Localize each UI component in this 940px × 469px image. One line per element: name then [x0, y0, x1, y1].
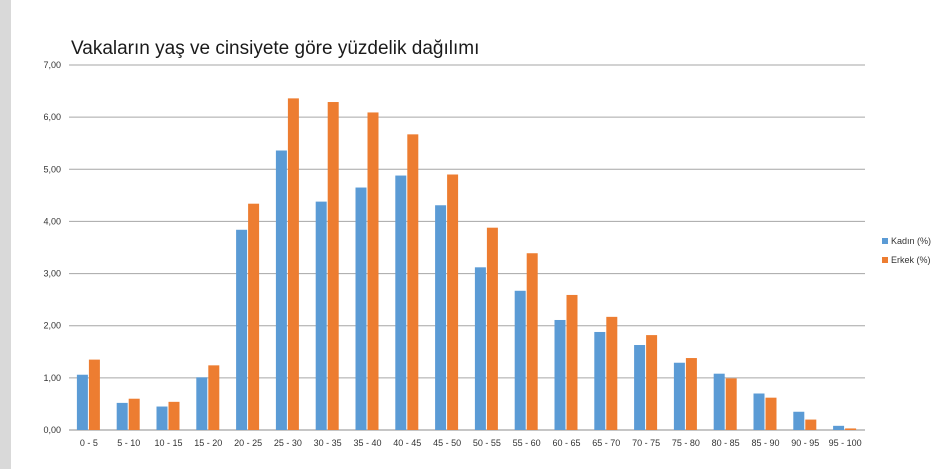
left-border-strip [0, 0, 11, 469]
y-tick-label: 0,00 [43, 425, 61, 435]
x-tick-label: 25 - 30 [274, 438, 302, 448]
bar-erkek [327, 102, 339, 431]
legend-label: Kadın (%) [891, 236, 931, 246]
x-tick-label: 45 - 50 [433, 438, 461, 448]
bar-kadin [395, 175, 407, 430]
bar-kadin [355, 187, 367, 430]
x-tick-label: 30 - 35 [314, 438, 342, 448]
x-tick-label: 15 - 20 [194, 438, 222, 448]
bar-erkek [287, 98, 299, 430]
x-tick-label: 35 - 40 [353, 438, 381, 448]
bar-kadin [673, 362, 685, 430]
bar-kadin [156, 406, 168, 430]
bar-kadin [753, 393, 765, 430]
bar-kadin [236, 229, 248, 430]
x-tick-label: 60 - 65 [552, 438, 580, 448]
y-tick-label: 3,00 [43, 269, 61, 279]
x-tick-label: 0 - 5 [80, 438, 98, 448]
bar-erkek [88, 359, 100, 430]
bar-erkek [407, 134, 419, 430]
y-tick-label: 5,00 [43, 164, 61, 174]
legend-label: Erkek (%) [891, 255, 931, 265]
bar-kadin [554, 319, 566, 430]
bar-erkek [725, 378, 737, 430]
x-tick-label: 10 - 15 [154, 438, 182, 448]
legend-swatch [882, 238, 888, 244]
bar-kadin [435, 205, 447, 430]
x-axis: 0 - 5 5 - 10 10 - 15 15 - 20 20 - 25 25 - 30 3… [80, 438, 862, 448]
x-tick-label: 40 - 45 [393, 438, 421, 448]
y-axis: 0,00 1,00 2,00 3,00 4,00 5,00 6,00 7,00 [43, 60, 61, 435]
x-tick-label: 90 - 95 [791, 438, 819, 448]
x-tick-label: 20 - 25 [234, 438, 262, 448]
bar-erkek [208, 365, 220, 430]
bar-kadin [713, 373, 725, 430]
bar-erkek [646, 335, 658, 430]
x-tick-label: 75 - 80 [672, 438, 700, 448]
bar-kadin [474, 267, 486, 430]
x-tick-label: 70 - 75 [632, 438, 660, 448]
bar-erkek [486, 227, 498, 430]
bar-erkek [128, 398, 140, 430]
grid-lines [69, 64, 865, 431]
x-tick-label: 5 - 10 [117, 438, 140, 448]
bar-kadin [793, 411, 805, 430]
bar-kadin [594, 331, 606, 430]
bar-kadin [315, 201, 327, 430]
bar-kadin [76, 374, 88, 430]
bar-kadin [116, 402, 128, 430]
bar-kadin [833, 425, 845, 430]
legend-swatch [882, 257, 888, 263]
bars [76, 98, 857, 431]
bar-erkek [606, 316, 618, 430]
bar-erkek [765, 397, 777, 430]
x-tick-label: 85 - 90 [751, 438, 779, 448]
legend: Kadın (%) Erkek (%) [882, 236, 931, 265]
bar-erkek [447, 174, 459, 430]
bar-erkek [845, 428, 857, 430]
y-tick-label: 6,00 [43, 112, 61, 122]
bar-erkek [805, 419, 817, 430]
bar-erkek [685, 358, 697, 430]
y-tick-label: 4,00 [43, 216, 61, 226]
bar-erkek [566, 294, 578, 430]
x-tick-label: 95 - 100 [829, 438, 862, 448]
bar-erkek [367, 112, 379, 430]
bar-kadin [196, 377, 208, 430]
bar-kadin [634, 345, 646, 430]
chart-title: Vakaların yaş ve cinsiyete göre yüzdelik… [71, 38, 480, 59]
y-tick-label: 7,00 [43, 60, 61, 70]
y-tick-label: 1,00 [43, 373, 61, 383]
x-tick-label: 55 - 60 [513, 438, 541, 448]
bar-erkek [526, 253, 538, 430]
bar-erkek [168, 401, 180, 430]
x-tick-label: 50 - 55 [473, 438, 501, 448]
y-tick-label: 2,00 [43, 321, 61, 331]
bar-kadin [275, 150, 287, 430]
x-tick-label: 80 - 85 [712, 438, 740, 448]
bar-kadin [514, 290, 526, 430]
x-tick-label: 65 - 70 [592, 438, 620, 448]
bar-erkek [248, 203, 260, 430]
